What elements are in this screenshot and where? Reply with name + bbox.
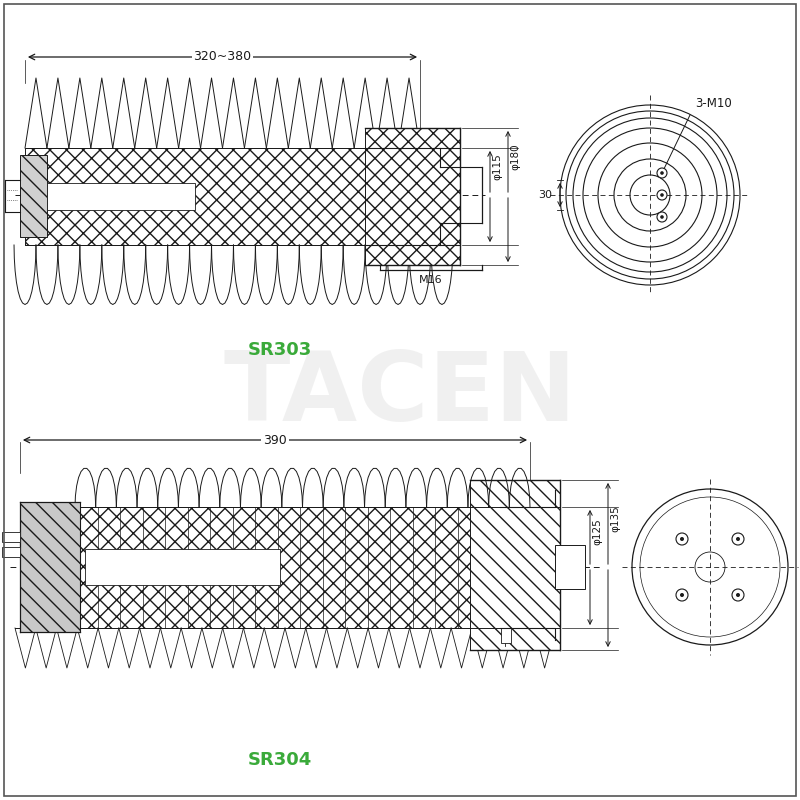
- Circle shape: [657, 190, 667, 200]
- Text: 390: 390: [263, 434, 287, 446]
- Bar: [20, 502, 80, 632]
- Bar: [25, 148, 420, 245]
- Bar: [555, 545, 585, 589]
- Circle shape: [736, 593, 740, 597]
- Text: φ135: φ135: [610, 505, 620, 532]
- Bar: [75, 507, 530, 628]
- Text: SR303: SR303: [248, 341, 312, 359]
- Text: φ180: φ180: [510, 143, 520, 170]
- Text: M16: M16: [419, 275, 443, 285]
- Bar: [47, 183, 195, 210]
- Text: 30: 30: [538, 190, 552, 200]
- Circle shape: [676, 533, 688, 545]
- Circle shape: [736, 537, 740, 541]
- Text: 3-M10: 3-M10: [695, 97, 732, 110]
- Bar: [470, 480, 560, 650]
- Bar: [2, 532, 20, 542]
- Text: φ115: φ115: [492, 153, 502, 180]
- Circle shape: [676, 589, 688, 601]
- Circle shape: [680, 593, 684, 597]
- Bar: [365, 128, 460, 265]
- Circle shape: [732, 589, 744, 601]
- Circle shape: [657, 212, 667, 222]
- Text: 320~380: 320~380: [194, 50, 251, 63]
- Circle shape: [657, 168, 667, 178]
- Bar: [85, 549, 280, 585]
- Circle shape: [680, 537, 684, 541]
- Text: TACEN: TACEN: [223, 349, 577, 442]
- Bar: [20, 155, 47, 237]
- Text: φ125: φ125: [592, 518, 602, 546]
- Bar: [501, 628, 511, 643]
- Text: SR304: SR304: [248, 751, 312, 769]
- Circle shape: [732, 533, 744, 545]
- Circle shape: [660, 215, 664, 218]
- Circle shape: [660, 194, 664, 197]
- Circle shape: [660, 171, 664, 174]
- Bar: [2, 547, 20, 557]
